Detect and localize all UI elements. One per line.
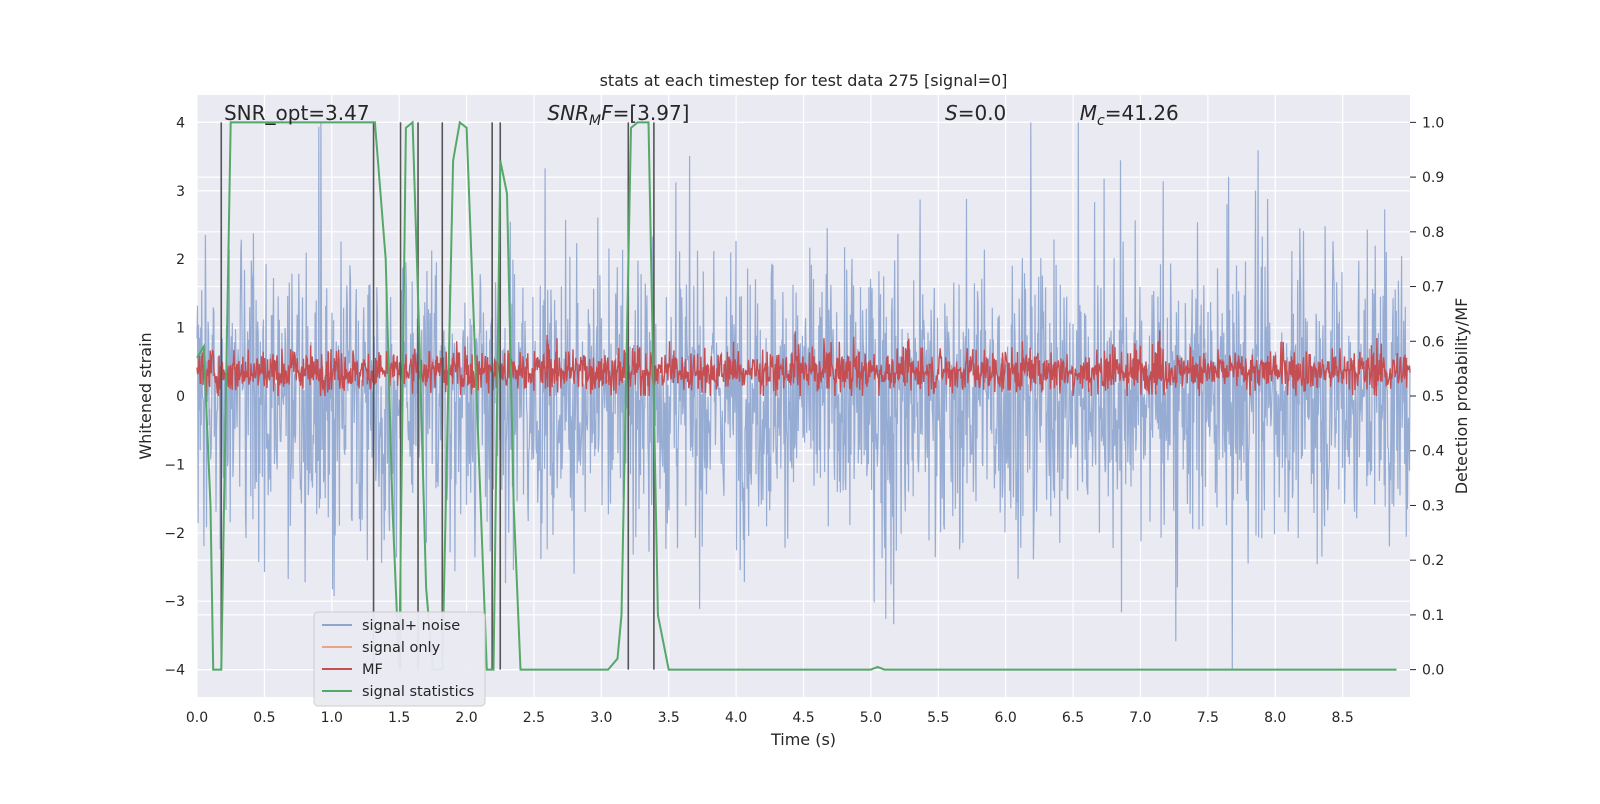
legend-label-signal-statistics: signal statistics — [362, 684, 474, 700]
y-tick-label: −3 — [164, 594, 185, 610]
x-tick-label: 1.0 — [321, 710, 343, 726]
y-tick-label: 2 — [176, 252, 185, 268]
y-right-axis-label: Detection probability/MF — [1452, 298, 1471, 495]
x-tick-label: 0.5 — [253, 710, 275, 726]
y-tick-label: 4 — [176, 115, 185, 131]
x-tick-label: 1.5 — [388, 710, 410, 726]
y-tick-label: 1 — [176, 321, 185, 337]
legend-box — [313, 611, 486, 707]
x-tick-label: 5.5 — [927, 710, 949, 726]
y-right-tick-label: 0.0 — [1422, 663, 1444, 679]
x-tick-label: 2.0 — [455, 710, 477, 726]
x-tick-label: 5.0 — [860, 710, 882, 726]
legend-label-signal-noise: signal+ noise — [362, 618, 460, 634]
y-right-tick-label: 0.7 — [1422, 280, 1444, 296]
legend: signal+ noise signal only MF signal stat… — [313, 611, 486, 707]
annotation-1: SNRMF=[3.97] — [547, 101, 689, 129]
y-right-tick-label: 0.2 — [1422, 553, 1444, 569]
chart-title: stats at each timestep for test data 275… — [600, 71, 1008, 90]
annotations: SNR_opt=3.47 SNRMF=[3.97] S=0.0 Mc=41.26 — [224, 101, 1179, 129]
y-tick-label: 0 — [176, 389, 185, 405]
annotation-2: S=0.0 — [945, 101, 1006, 125]
x-tick-label: 6.5 — [1062, 710, 1084, 726]
y-axis-ticks: 4 3 2 1 0 −1 −2 −3 −4 — [164, 115, 185, 678]
y-right-axis-ticks: 1.0 0.9 0.8 0.7 0.6 0.5 0.4 0.3 0.2 0.1 0.0 — [1410, 115, 1444, 679]
y-right-tick-label: 0.6 — [1422, 334, 1444, 350]
x-tick-label: 7.5 — [1197, 710, 1219, 726]
legend-label-signal-only: signal only — [362, 640, 441, 656]
y-right-tick-label: 0.9 — [1422, 170, 1444, 186]
x-tick-label: 0.0 — [186, 710, 208, 726]
y-right-tick-label: 0.1 — [1422, 608, 1444, 624]
series-line-mf — [196, 330, 1411, 397]
series-signal-statistics — [196, 120, 1397, 671]
x-tick-label: 3.5 — [658, 710, 680, 726]
y-right-tick-label: 0.5 — [1422, 389, 1444, 405]
y-tick-label: −1 — [164, 457, 185, 473]
x-tick-label: 8.0 — [1264, 710, 1286, 726]
annotation-3: Mc=41.26 — [1080, 101, 1179, 129]
series-signal-noise — [196, 122, 1411, 670]
legend-label-mf: MF — [362, 662, 383, 678]
series-line-signal-noise — [196, 122, 1411, 670]
series-mf — [196, 330, 1411, 397]
x-tick-label: 6.0 — [995, 710, 1017, 726]
y-tick-label: 3 — [176, 184, 185, 200]
x-tick-label: 8.5 — [1331, 710, 1353, 726]
x-axis-label: Time (s) — [770, 730, 836, 749]
x-tick-label: 4.5 — [792, 710, 814, 726]
y-right-tick-label: 1.0 — [1422, 115, 1444, 131]
y-tick-label: −2 — [164, 526, 185, 542]
x-tick-label: 3.0 — [590, 710, 612, 726]
y-right-tick-label: 0.3 — [1422, 498, 1444, 514]
y-right-tick-label: 0.4 — [1422, 444, 1444, 460]
y-tick-label: −4 — [164, 663, 185, 679]
x-axis-ticks: 0.0 0.5 1.0 1.5 2.0 2.5 3.0 3.5 4.0 4.5 5.0 5.5 6.0 6… — [186, 710, 1354, 726]
annotation-0: SNR_opt=3.47 — [224, 101, 370, 125]
series-line-signal-statistics — [196, 120, 1397, 671]
x-tick-label: 4.0 — [725, 710, 747, 726]
y-axis-label: Whitened strain — [136, 332, 155, 459]
x-tick-label: 2.5 — [523, 710, 545, 726]
y-right-tick-label: 0.8 — [1422, 225, 1444, 241]
x-tick-label: 7.0 — [1129, 710, 1151, 726]
